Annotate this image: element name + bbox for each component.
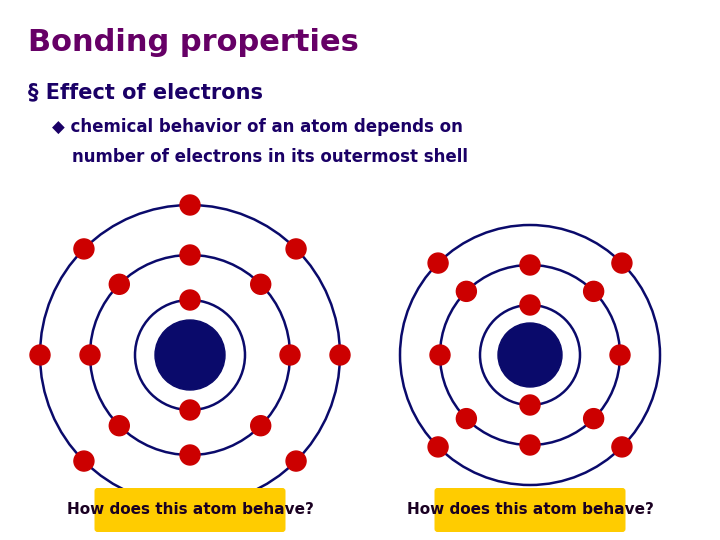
Circle shape	[280, 345, 300, 365]
Circle shape	[456, 409, 477, 429]
Circle shape	[610, 345, 630, 365]
Circle shape	[180, 495, 200, 515]
Circle shape	[430, 345, 450, 365]
Circle shape	[109, 416, 130, 436]
Circle shape	[180, 290, 200, 310]
Circle shape	[180, 195, 200, 215]
Circle shape	[520, 435, 540, 455]
Circle shape	[180, 245, 200, 265]
Circle shape	[330, 345, 350, 365]
Text: § Effect of electrons: § Effect of electrons	[28, 82, 263, 102]
Text: How does this atom behave?: How does this atom behave?	[407, 503, 654, 517]
Circle shape	[612, 253, 632, 273]
Circle shape	[428, 253, 448, 273]
FancyBboxPatch shape	[434, 488, 626, 532]
Circle shape	[612, 437, 632, 457]
Circle shape	[74, 451, 94, 471]
Circle shape	[286, 239, 306, 259]
Circle shape	[74, 239, 94, 259]
Circle shape	[428, 437, 448, 457]
Circle shape	[286, 451, 306, 471]
Circle shape	[251, 416, 271, 436]
Circle shape	[584, 409, 603, 429]
Text: ◆ chemical behavior of an atom depends on: ◆ chemical behavior of an atom depends o…	[52, 118, 463, 136]
Circle shape	[109, 274, 130, 294]
Text: Bonding properties: Bonding properties	[28, 28, 359, 57]
FancyBboxPatch shape	[94, 488, 286, 532]
Circle shape	[80, 345, 100, 365]
Circle shape	[520, 255, 540, 275]
Circle shape	[520, 295, 540, 315]
Circle shape	[456, 281, 477, 301]
Circle shape	[180, 400, 200, 420]
Circle shape	[498, 323, 562, 387]
Circle shape	[251, 274, 271, 294]
Text: number of electrons in its outermost shell: number of electrons in its outermost she…	[72, 148, 468, 166]
Text: How does this atom behave?: How does this atom behave?	[66, 503, 313, 517]
Circle shape	[584, 281, 603, 301]
Circle shape	[180, 445, 200, 465]
Circle shape	[520, 395, 540, 415]
Circle shape	[155, 320, 225, 390]
Circle shape	[30, 345, 50, 365]
